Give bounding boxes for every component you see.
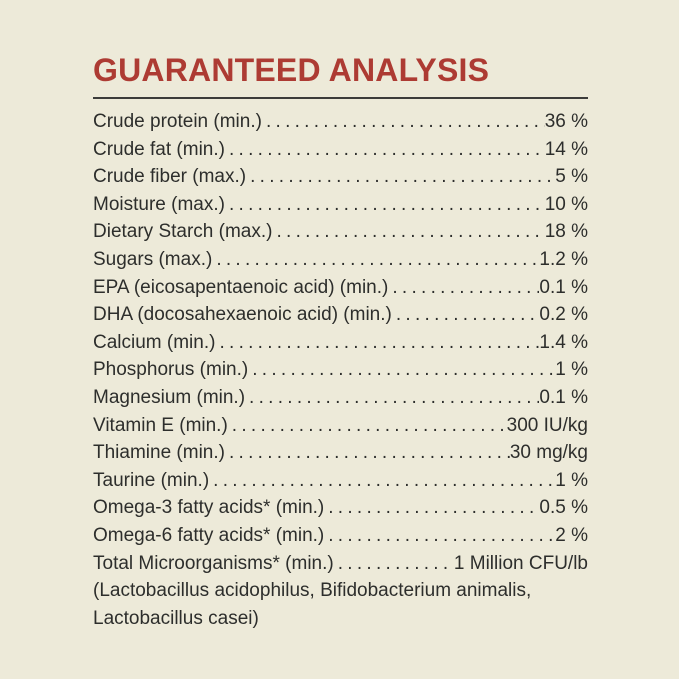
nutrient-label: Crude fiber (max.) xyxy=(93,166,247,188)
table-row: Crude fiber (max.) 5 % xyxy=(93,163,588,191)
nutrient-label: Crude fat (min.) xyxy=(93,138,225,160)
nutrient-value: 1 % xyxy=(555,359,588,381)
table-row: Vitamin E (min.) 300 IU/kg xyxy=(93,412,588,440)
nutrient-label: Moisture (max.) xyxy=(93,193,225,215)
dot-leader xyxy=(388,274,539,302)
microorganism-species-line: (Lactobacillus acidophilus, Bifidobacter… xyxy=(93,580,532,602)
table-row: Total Microorganisms* (min.) 1 Million C… xyxy=(93,550,588,578)
title-divider xyxy=(93,97,588,99)
nutrient-value: 1 Million CFU/lb xyxy=(453,552,588,574)
nutrient-label: Thiamine (min.) xyxy=(93,442,225,464)
dot-leader xyxy=(248,356,555,384)
dot-leader xyxy=(225,439,510,467)
nutrient-value: 0.1 % xyxy=(539,276,588,298)
dot-leader xyxy=(212,246,539,274)
nutrient-label: Magnesium (min.) xyxy=(93,386,246,408)
nutrient-value: 1 % xyxy=(555,469,588,491)
nutrient-label: Crude protein (min.) xyxy=(93,111,262,132)
nutrient-value: 2 % xyxy=(555,524,588,546)
dot-leader xyxy=(245,384,539,412)
nutrient-label: DHA (docosahexaenoic acid) (min.) xyxy=(93,304,392,326)
analysis-list: Crude protein (min.) 36 % Crude fat (min… xyxy=(93,108,588,632)
table-row: DHA (docosahexaenoic acid) (min.) 0.2 % xyxy=(93,301,588,329)
nutrient-value: 5 % xyxy=(555,166,588,188)
nutrient-label: Omega-3 fatty acids* (min.) xyxy=(93,497,325,519)
dot-leader xyxy=(225,136,545,164)
dot-leader xyxy=(324,494,539,522)
table-row: Dietary Starch (max.) 18 % xyxy=(93,218,588,246)
table-row: Crude fat (min.) 14 % xyxy=(93,136,588,164)
nutrient-label: Total Microorganisms* (min.) xyxy=(93,552,334,574)
nutrient-value: 0.2 % xyxy=(539,304,588,326)
table-row: Crude protein (min.) 36 % xyxy=(93,108,588,136)
dot-leader xyxy=(334,550,454,578)
nutrient-value: 14 % xyxy=(544,138,588,160)
dot-leader xyxy=(215,329,539,357)
table-row: Taurine (min.) 1 % xyxy=(93,467,588,495)
nutrient-label: Sugars (max.) xyxy=(93,248,213,270)
dot-leader xyxy=(228,412,507,440)
nutrient-value: 1.4 % xyxy=(539,331,588,353)
nutrient-value: 30 mg/kg xyxy=(509,442,588,464)
nutrient-label: Phosphorus (min.) xyxy=(93,359,249,381)
nutrient-label: Omega-6 fatty acids* (min.) xyxy=(93,524,325,546)
dot-leader xyxy=(209,467,555,495)
nutrient-value: 10 % xyxy=(544,193,588,215)
page-title: GUARANTEED ANALYSIS xyxy=(93,52,490,88)
table-row: Omega-6 fatty acids* (min.) 2 % xyxy=(93,522,588,550)
dot-leader xyxy=(392,301,540,329)
nutrient-value: 18 % xyxy=(544,221,588,243)
table-row: Thiamine (min.) 30 mg/kg xyxy=(93,439,588,467)
nutrient-value: 0.1 % xyxy=(539,386,588,408)
table-row: Calcium (min.) 1.4 % xyxy=(93,329,588,357)
table-row: Magnesium (min.) 0.1 % xyxy=(93,384,588,412)
dot-leader xyxy=(262,108,545,136)
dot-leader xyxy=(272,218,544,246)
nutrient-value: 36 % xyxy=(544,111,588,132)
table-row: Moisture (max.) 10 % xyxy=(93,191,588,219)
nutrient-value: 300 IU/kg xyxy=(506,414,588,436)
dot-leader xyxy=(246,163,555,191)
table-row: Sugars (max.) 1.2 % xyxy=(93,246,588,274)
nutrient-label: Vitamin E (min.) xyxy=(93,414,228,436)
nutrient-label: Calcium (min.) xyxy=(93,331,216,353)
table-row: Phosphorus (min.) 1 % xyxy=(93,356,588,384)
nutrient-value: 0.5 % xyxy=(539,497,588,519)
nutrient-value: 1.2 % xyxy=(539,248,588,270)
table-row: EPA (eicosapentaenoic acid) (min.) 0.1 % xyxy=(93,274,588,302)
dot-leader xyxy=(225,191,545,219)
microorganism-species-line: Lactobacillus casei) xyxy=(93,607,259,629)
nutrient-label: Dietary Starch (max.) xyxy=(93,221,273,243)
nutrient-label: EPA (eicosapentaenoic acid) (min.) xyxy=(93,276,389,298)
nutrient-label: Taurine (min.) xyxy=(93,469,210,491)
dot-leader xyxy=(324,522,555,550)
table-row: Omega-3 fatty acids* (min.) 0.5 % xyxy=(93,494,588,522)
